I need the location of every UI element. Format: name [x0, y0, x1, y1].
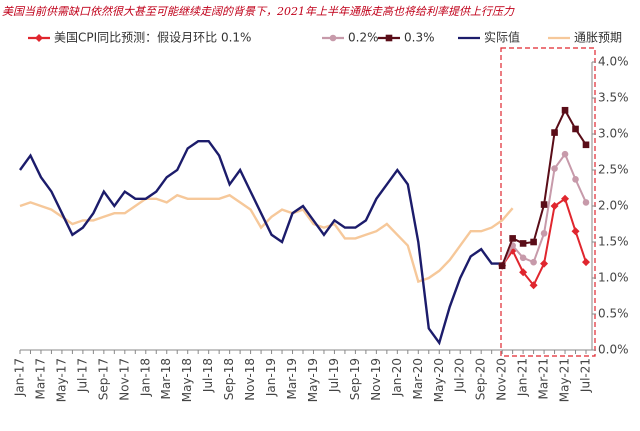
- series-line: [19, 140, 503, 346]
- marker: [561, 106, 569, 114]
- y-tick-label: 4.0%: [598, 55, 629, 69]
- x-tick-label: Jan-17: [13, 358, 27, 397]
- marker: [519, 240, 527, 247]
- marker: [582, 199, 590, 206]
- marker: [540, 201, 548, 208]
- legend-label: 实际值: [484, 30, 520, 45]
- marker: [572, 125, 579, 133]
- y-tick-label: 2.5%: [598, 163, 629, 177]
- marker: [582, 141, 590, 149]
- y-tick-label: 2.0%: [598, 199, 629, 213]
- marker: [550, 202, 559, 210]
- y-tick-label: 3.5%: [598, 91, 629, 105]
- marker: [572, 176, 579, 183]
- legend-label: 通胀预期: [574, 31, 622, 45]
- x-tick-label: Mar-20: [411, 358, 425, 399]
- x-tick-label: Jan-19: [264, 358, 278, 397]
- legend-label: 0.2%: [348, 31, 379, 45]
- x-tick-label: Mar-19: [285, 358, 299, 399]
- x-tick-label: Jul-20: [453, 358, 467, 393]
- y-tick-label: 0.0%: [598, 343, 629, 357]
- x-tick-label: Mar-18: [159, 358, 173, 399]
- x-tick-label: May-19: [306, 358, 320, 402]
- x-tick-label: May-20: [432, 358, 446, 402]
- marker: [571, 227, 580, 236]
- series-line: [501, 152, 587, 267]
- x-tick-label: Sep-19: [348, 358, 362, 400]
- marker: [551, 165, 558, 172]
- series-line: [501, 108, 587, 267]
- marker: [551, 129, 558, 136]
- x-tick-label: Nov-18: [243, 358, 257, 401]
- x-tick-label: May-21: [558, 358, 572, 402]
- marker: [530, 258, 537, 266]
- x-tick-label: Mar-17: [33, 358, 47, 399]
- x-tick-label: Sep-20: [474, 358, 488, 400]
- marker: [35, 34, 43, 42]
- marker: [385, 34, 393, 42]
- x-tick-label: Jul-17: [75, 358, 89, 393]
- y-tick-label: 1.0%: [598, 271, 629, 285]
- x-tick-label: Jul-21: [579, 358, 593, 393]
- highlight-box: [500, 47, 596, 357]
- x-tick-label: Sep-18: [222, 358, 236, 400]
- marker: [530, 238, 537, 246]
- marker: [519, 254, 527, 262]
- marker: [519, 268, 528, 277]
- x-tick-label: Nov-20: [495, 358, 509, 401]
- marker: [509, 235, 516, 242]
- y-tick-label: 1.5%: [598, 235, 629, 249]
- marker: [540, 259, 549, 268]
- marker: [540, 230, 548, 237]
- series-line: [501, 197, 587, 288]
- marker: [561, 150, 569, 158]
- x-tick-label: Jan-18: [138, 358, 152, 397]
- x-tick-label: May-18: [180, 358, 194, 402]
- y-tick-label: 3.0%: [598, 127, 629, 141]
- x-tick-label: May-17: [54, 358, 68, 402]
- marker: [561, 194, 570, 203]
- y-tick-label: 0.5%: [598, 307, 629, 321]
- x-tick-label: Jul-19: [327, 358, 341, 393]
- marker: [329, 34, 337, 42]
- x-tick-label: Jan-20: [390, 358, 404, 397]
- x-tick-label: Nov-19: [369, 358, 383, 401]
- legend: 美国CPI同比预测：假设月环比 0.1% 0.2% 0.3% 实际值 通胀预期: [28, 30, 622, 45]
- x-tick-label: Nov-17: [117, 358, 131, 401]
- x-tick-label: Mar-21: [537, 358, 551, 399]
- legend-label: 0.3%: [404, 31, 435, 45]
- legend-label: 美国CPI同比预测：假设月环比 0.1%: [54, 31, 251, 45]
- series-line: [19, 193, 514, 284]
- marker: [582, 258, 590, 267]
- x-tick-label: Sep-17: [96, 358, 110, 400]
- chart-title: 美国当前供需缺口依然很大甚至可能继续走阔的背景下，2021年上半年通胀走高也将给…: [2, 5, 515, 18]
- marker: [529, 281, 538, 290]
- x-tick-label: Jan-21: [516, 358, 530, 397]
- marker: [498, 262, 506, 270]
- x-tick-label: Jul-18: [201, 358, 215, 393]
